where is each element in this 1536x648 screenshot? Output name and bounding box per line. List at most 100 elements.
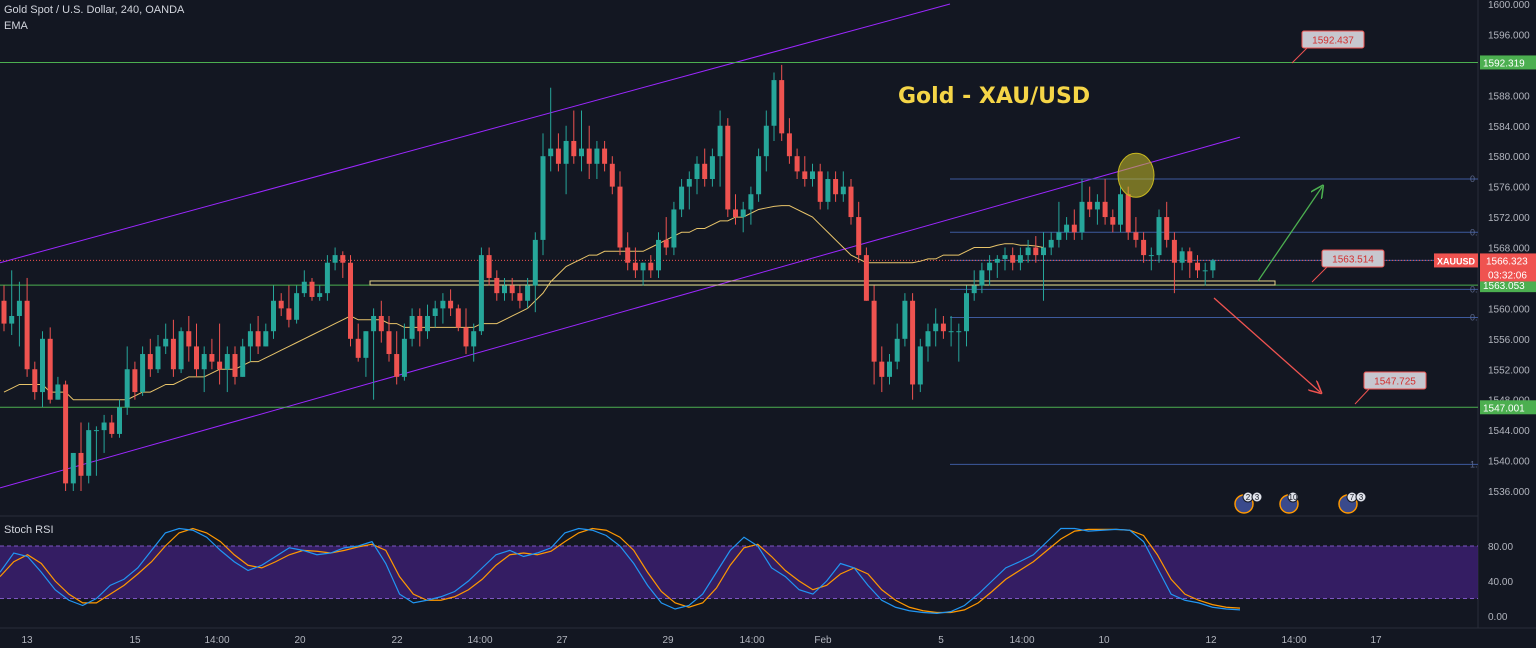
candle [1202,262,1208,286]
candle [848,179,854,225]
candle [817,163,823,210]
candle-body [1164,217,1170,240]
candle [32,361,38,400]
candle [617,171,623,256]
candle [833,171,839,202]
candle [163,323,169,355]
candle-body [702,163,708,180]
candle [24,277,30,377]
candle [656,232,661,278]
price-tag-level-mid: 1563.053 [1483,281,1525,292]
candle [648,255,654,278]
candle [894,323,900,370]
candle-body [525,285,531,301]
candle-body [979,270,985,286]
candle-body [163,338,169,347]
candle [1102,179,1108,225]
candle-body [409,315,415,339]
indicator-legend-ema[interactable]: EMA [4,20,28,32]
stoch-rsi-k-line [0,527,1241,614]
candle-body [232,354,238,377]
last-price-tag-bg [1480,253,1536,282]
candle [532,232,538,313]
candle [517,285,523,309]
candle-body [24,300,30,370]
candle-body [602,148,608,164]
candle-body [386,331,392,355]
price-tick-label: 1588.000 [1488,91,1530,102]
candle [540,133,546,256]
candle-body [971,285,977,294]
candle [756,148,762,202]
bearish-arrow [1213,297,1320,392]
candle [401,323,407,381]
candle [324,255,330,301]
candle-body [548,148,554,157]
candle [286,285,292,328]
candle-body [417,315,423,332]
candle-body [671,209,677,248]
candle [178,327,184,374]
candle-body [1002,255,1008,259]
candle [1164,201,1170,248]
candle [933,308,939,347]
candle [417,308,423,347]
candle-body [247,331,253,347]
candle-body [1179,251,1185,263]
time-axis-label: 29 [662,635,674,646]
candle [1148,247,1154,271]
callout-pivot: 1563.514 [1311,249,1385,283]
candle [956,323,962,362]
fib-level-label: 0. [1470,227,1478,237]
candle [1,285,7,332]
stoch-rsi-label[interactable]: Stoch RSI [4,524,54,536]
candle [925,323,931,362]
candle-body [478,255,484,332]
candle-body [1187,251,1193,263]
economic-event-icon[interactable]: 10 [1279,491,1299,514]
candle [1110,209,1116,233]
candle-body [117,407,122,434]
callout-support-text: 1547.725 [1374,377,1416,388]
event-count: 10 [1289,493,1298,502]
candle [794,148,800,180]
candle-body [355,338,361,358]
candle [440,293,446,324]
chart-title: Gold - XAU/USD [898,84,1091,109]
candle [987,255,993,286]
candle [278,293,284,316]
candle-body [663,239,669,248]
candle-body [617,186,623,248]
candle-body [1195,262,1200,271]
candle-body [294,293,300,320]
candle-body [1,300,7,324]
candle-body [1010,255,1016,263]
candle [964,285,969,347]
candle [101,414,107,453]
candle-body [794,156,800,172]
candle-body [301,281,307,294]
candle [640,262,646,286]
candle-body [786,133,792,157]
candle-body [1056,232,1062,240]
channel-upper-line [0,3,951,264]
candle [309,277,315,301]
candle [579,110,584,172]
candle [240,338,246,377]
candle [1171,232,1177,294]
candle-body [1210,260,1216,271]
candle-body [78,452,84,476]
candle-body [309,281,315,297]
candle [16,281,22,347]
time-axis-label: 22 [391,635,403,646]
candle-body [579,148,584,157]
candle-body [425,315,430,332]
candle [1141,232,1147,263]
candle [1179,247,1185,271]
candle-body [1102,201,1108,218]
fib-level-label: 1. [1470,459,1478,469]
candle-body [394,354,400,377]
